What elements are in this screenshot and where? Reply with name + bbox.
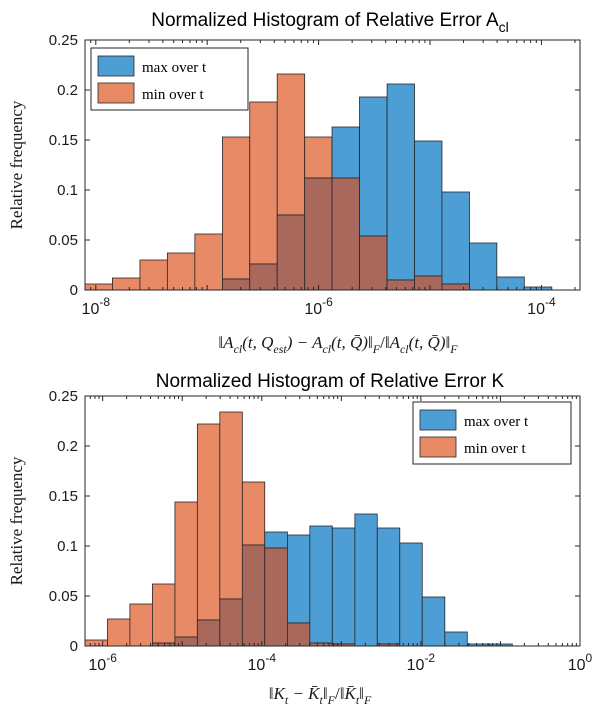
plot-area [84, 39, 581, 291]
chart-title: Normalized Histogram of Relative Error A… [151, 10, 509, 35]
x-tick-label: 10-4 [248, 651, 277, 674]
y-tick-label: 0.05 [49, 232, 78, 249]
bar-max-over-t [354, 513, 378, 647]
bar-overlap [386, 279, 415, 291]
bar-max-over-t [331, 126, 360, 179]
bar-min-over-t [194, 233, 223, 291]
bar-min-over-t [241, 481, 266, 546]
bar-max-over-t [469, 242, 498, 291]
bar-overlap [264, 547, 288, 647]
y-axis-label: Relative frequency [7, 100, 26, 229]
y-tick-label: 0.25 [49, 32, 78, 49]
chart-panel-acl: Normalized Histogram of Relative Error A… [7, 10, 581, 356]
y-axis-label: Relative frequency [7, 456, 26, 585]
plot-area [84, 395, 581, 647]
x-axis-label: ‖Acl(t, Qest) − Acl(t, Q̄)‖F/‖Acl(t, Q̄)… [218, 333, 458, 356]
bar-max-over-t [399, 542, 423, 647]
bar-min-over-t [276, 73, 306, 216]
bar-min-over-t [304, 136, 333, 179]
bar-min-over-t [166, 252, 196, 291]
y-axis: 0 0.05 0.1 0.15 0.2 0.25 [49, 388, 580, 655]
y-tick-label: 0 [70, 638, 78, 655]
histogram-bars [84, 73, 553, 291]
x-tick-label: 10-4 [527, 295, 556, 318]
bar-overlap [287, 622, 311, 647]
x-axis: 10-8 10-6 10-4 [82, 40, 576, 318]
y-tick-label: 0.2 [57, 438, 78, 455]
legend-label-min: min over t [464, 441, 526, 457]
bar-overlap [304, 177, 333, 291]
bar-max-over-t [359, 96, 388, 237]
bar-max-over-t [331, 527, 356, 645]
bar-overlap [196, 619, 221, 647]
bar-overlap [359, 235, 388, 291]
x-tick-label: 10-6 [88, 651, 117, 674]
bar-overlap [222, 278, 251, 291]
y-tick-label: 0.1 [57, 538, 78, 555]
bar-min-over-t [196, 423, 221, 621]
chart-title: Normalized Histogram of Relative Error K [156, 371, 505, 392]
bar-max-over-t [386, 83, 415, 281]
bar-max-over-t [421, 596, 446, 647]
bar-min-over-t [174, 501, 198, 638]
y-axis: 0 0.05 0.1 0.15 0.2 0.25 [49, 32, 580, 299]
bar-max-over-t [309, 525, 333, 644]
legend: max over t min over t [412, 401, 572, 465]
legend-label-min: min over t [142, 87, 204, 103]
bar-max-over-t [287, 534, 311, 624]
bar-max-over-t [414, 140, 443, 277]
x-axis-label: ‖Kt − K̄t‖F/‖K̄t‖F [269, 684, 372, 707]
y-tick-label: 0.15 [49, 132, 78, 149]
bar-overlap [249, 263, 278, 291]
bar-min-over-t [129, 603, 153, 647]
bar-min-over-t [151, 583, 176, 644]
x-tick-label: 10-2 [407, 651, 436, 674]
legend-swatch-min [419, 436, 457, 458]
bar-min-over-t [84, 283, 113, 291]
x-axis: 10-6 10-4 10-2 100 [84, 396, 593, 674]
bar-overlap [241, 544, 266, 647]
bar-overlap [331, 177, 360, 291]
y-tick-label: 0.1 [57, 182, 78, 199]
bar-max-over-t [264, 531, 288, 549]
y-tick-label: 0.2 [57, 82, 78, 99]
bar-min-over-t [219, 411, 243, 600]
bar-max-over-t [376, 527, 401, 645]
legend-label-max: max over t [142, 60, 207, 76]
chart-panel-k: Normalized Histogram of Relative Error K… [7, 371, 593, 707]
bar-min-over-t [112, 277, 141, 291]
y-tick-label: 0.15 [49, 488, 78, 505]
bar-min-over-t [107, 618, 131, 647]
legend-swatch-max [419, 409, 457, 431]
bar-overlap [441, 283, 470, 291]
legend: max over t min over t [90, 47, 249, 111]
bar-min-over-t [249, 101, 278, 265]
y-tick-label: 0 [70, 282, 78, 299]
legend-swatch-max [97, 55, 135, 77]
y-tick-label: 0.25 [49, 388, 78, 405]
x-tick-label: 100 [568, 651, 593, 674]
bar-overlap [276, 214, 306, 291]
bar-overlap [414, 275, 443, 291]
bar-max-over-t [441, 191, 470, 285]
y-tick-label: 0.05 [49, 588, 78, 605]
bar-min-over-t [84, 639, 108, 647]
bar-overlap [219, 598, 243, 647]
legend-label-max: max over t [464, 414, 529, 430]
histogram-bars [84, 411, 513, 647]
bar-min-over-t [222, 136, 251, 280]
bar-max-over-t [444, 631, 468, 647]
legend-swatch-min [97, 82, 135, 104]
x-tick-label: 10-6 [304, 295, 333, 318]
x-tick-label: 10-8 [82, 295, 111, 318]
bar-max-over-t [496, 276, 525, 291]
bar-min-over-t [139, 259, 168, 291]
